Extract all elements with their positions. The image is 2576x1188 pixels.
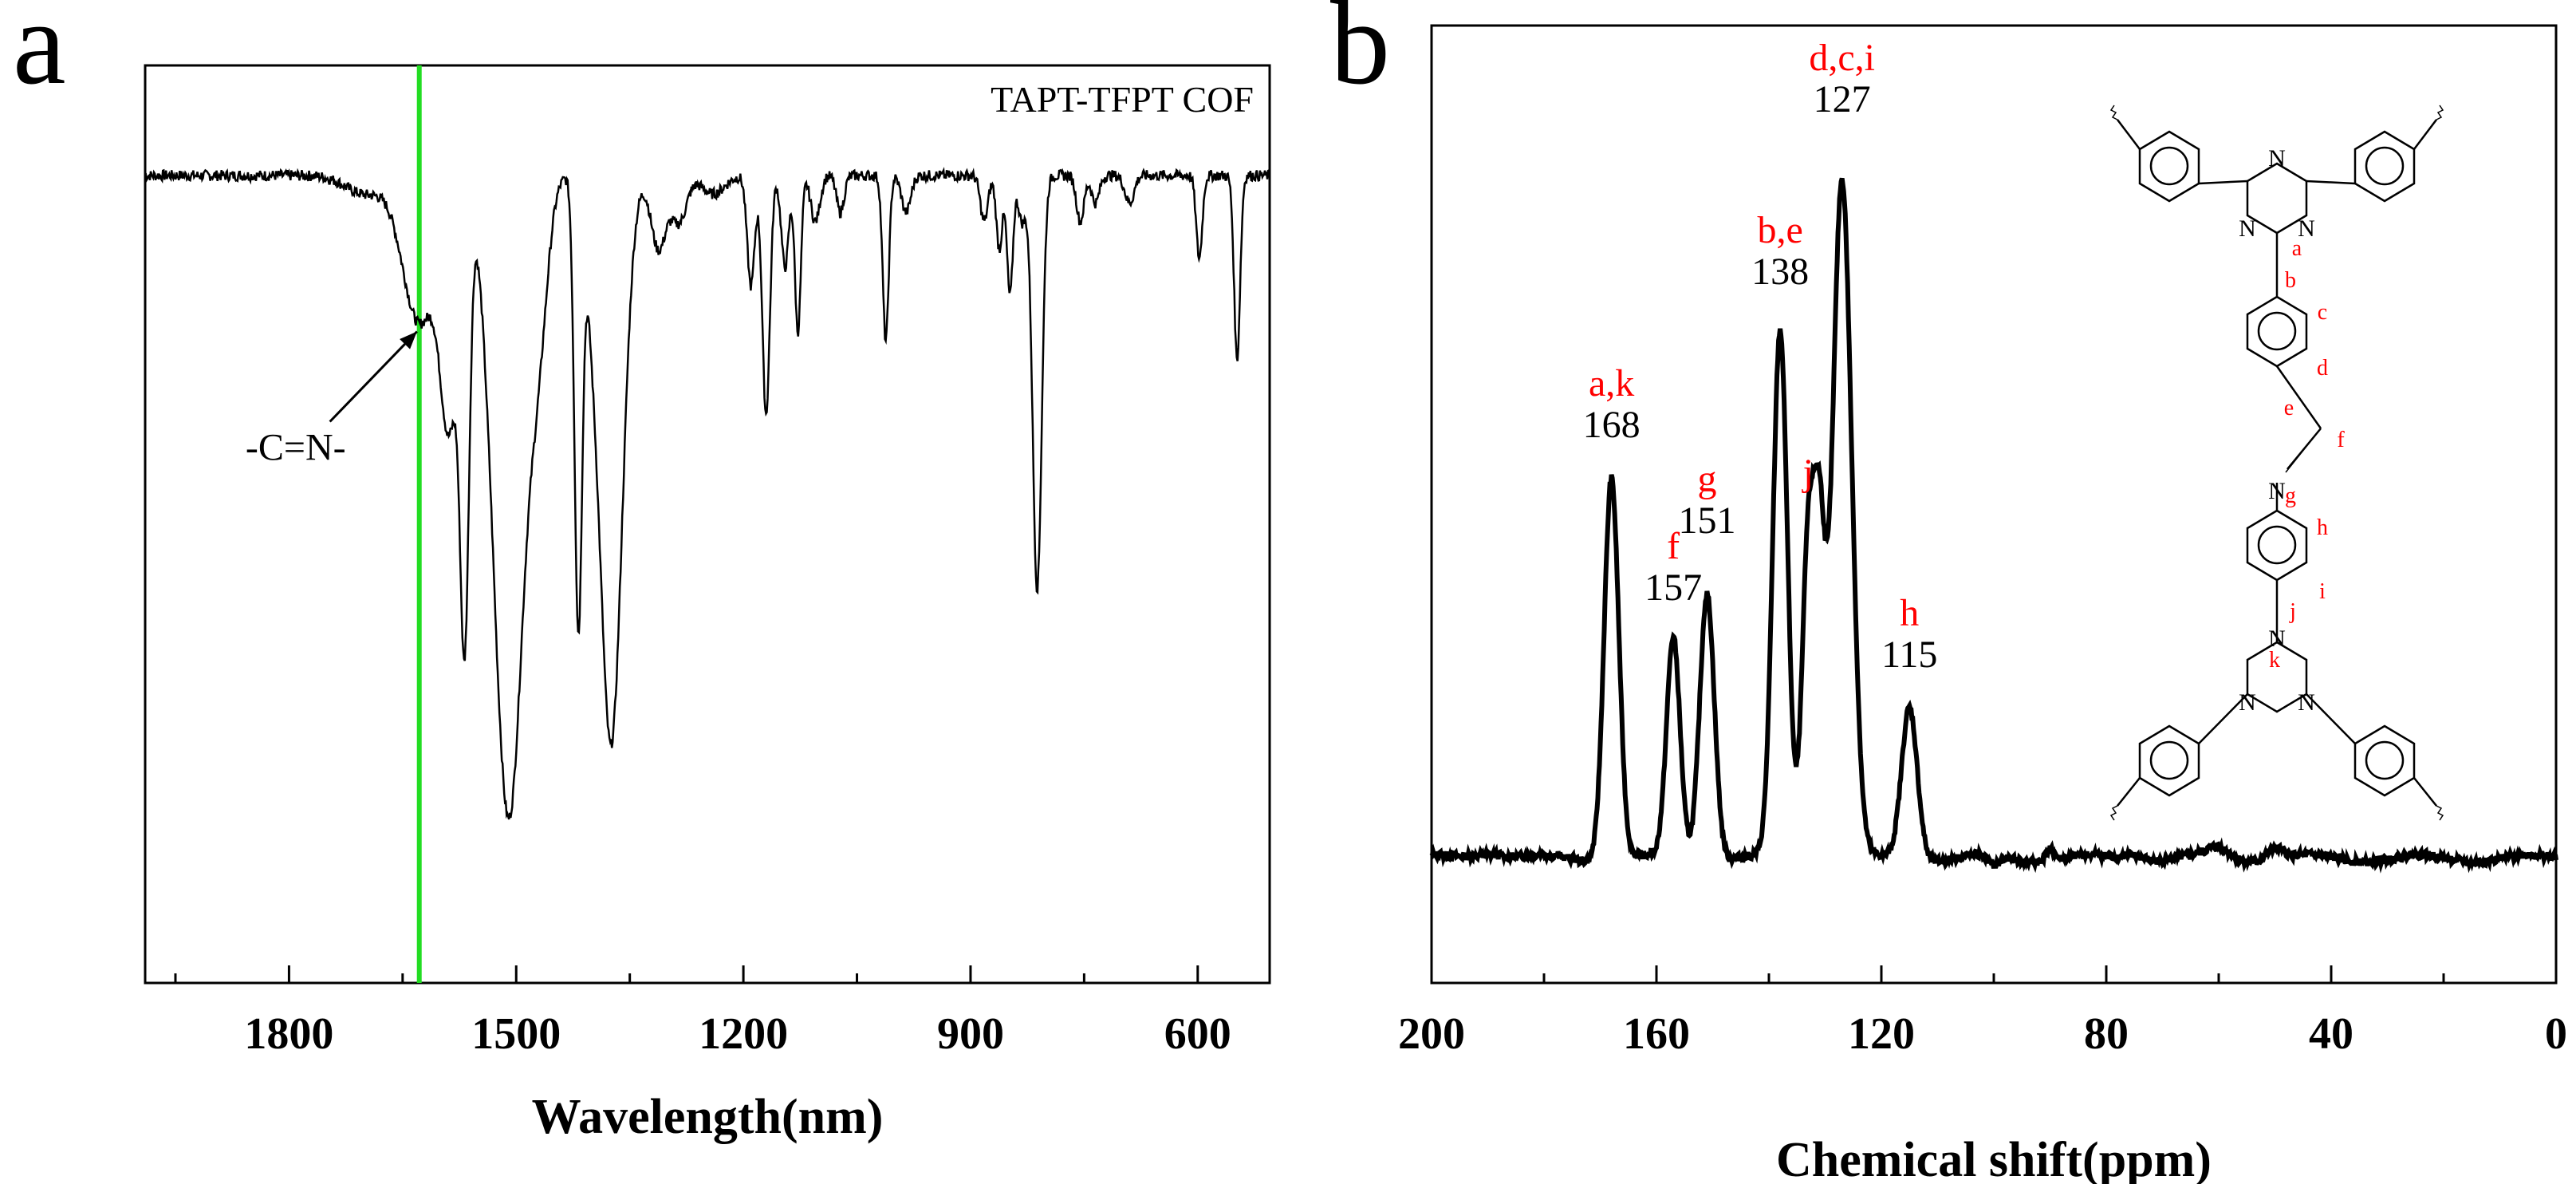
nitrogen-atom: N: [2239, 689, 2256, 716]
peak-value: 151: [1678, 499, 1735, 542]
panel-a-plot-frame: [144, 64, 1271, 985]
structure-atom-label: h: [2317, 515, 2328, 540]
peak-assignment: h: [1900, 592, 1919, 634]
structure-atom-label: k: [2269, 648, 2280, 673]
structure-atom-label: e: [2284, 396, 2294, 420]
peak-assignment: a,k: [1589, 362, 1634, 405]
x-tick-label: 160: [1623, 1009, 1690, 1059]
nitrogen-atom: N: [2298, 689, 2315, 716]
top-right-phenyl-ring: [2353, 130, 2416, 203]
bottom-left-phenyl-ring: [2138, 724, 2200, 797]
structure-atom-label: d: [2317, 356, 2328, 381]
panel-b-tick-labels: 200 160 120 80 40 0: [1398, 1009, 2567, 1059]
bottom-right-phenyl-ring: [2353, 724, 2416, 797]
nitrogen-atom: N: [2268, 145, 2286, 172]
x-tick-label: 120: [1848, 1009, 1915, 1059]
peak-value: 127: [1814, 78, 1871, 120]
x-tick-label: 80: [2084, 1009, 2129, 1059]
panel-b-nmr: b 200 160 120 80 40 0 a,k168f157g151b,e138jd,…: [1330, 0, 2567, 1187]
panel-b-letter: b: [1330, 0, 1390, 109]
top-left-phenyl-ring: [2138, 130, 2200, 203]
panel-b-x-axis-label: Chemical shift(ppm): [1776, 1133, 2212, 1184]
structure-atom-label: g: [2285, 483, 2296, 508]
structure-atom-label: c: [2318, 300, 2327, 325]
peak-assignment: j: [1802, 452, 1814, 494]
bottom-triazine-ring: [2246, 641, 2308, 713]
cof-repeat-structure: [2109, 105, 2444, 821]
panel-a-x-axis-label: Wavelength(nm): [532, 1090, 884, 1144]
panel-a-series-title: TAPT-TFPT COF: [991, 79, 1254, 120]
nitrogen-atom: N: [2298, 215, 2315, 242]
panel-a-ftir: a 1800 1500 1200 900 600 TAPT-TFPT COF -C=N-…: [13, 0, 1271, 1144]
x-tick-label: 1200: [699, 1009, 788, 1059]
panel-b-plot-frame: [1430, 24, 2558, 985]
structure-atom-label: j: [2289, 599, 2296, 624]
aldehyde-phenyl-ring: [2246, 295, 2308, 368]
panel-a-tick-labels: 1800 1500 1200 900 600: [244, 1009, 1231, 1059]
nitrogen-atom: N: [2239, 215, 2256, 242]
top-left-phenyl-aromatic: [2149, 146, 2189, 186]
amine-phenyl-ring: [2246, 509, 2308, 582]
x-tick-label: 1800: [244, 1009, 333, 1059]
peak-assignment: f: [1667, 525, 1680, 567]
imine-annotation-label: -C=N-: [246, 427, 346, 469]
x-tick-label: 1500: [471, 1009, 561, 1059]
x-tick-label: 900: [937, 1009, 1004, 1059]
nmr-spectrum-line: [1429, 177, 2558, 874]
peak-assignment: b,e: [1757, 209, 1802, 251]
x-tick-label: 200: [1398, 1009, 1465, 1059]
structure-atom-label: i: [2319, 579, 2326, 604]
structure-atom-label: f: [2337, 428, 2345, 452]
imine-annotation-arrowhead: [400, 331, 417, 349]
peak-assignment: g: [1697, 458, 1716, 500]
x-tick-label: 0: [2545, 1009, 2567, 1059]
panel-a-letter: a: [13, 0, 66, 109]
structure-atom-label: b: [2285, 268, 2296, 293]
peak-value: 138: [1751, 251, 1809, 293]
top-right-phenyl-aromatic: [2365, 146, 2405, 186]
x-tick-label: 600: [1164, 1009, 1231, 1059]
peak-value: 115: [1881, 633, 1937, 676]
ftir-spectrum-line: [144, 167, 1271, 820]
x-tick-label: 40: [2309, 1009, 2353, 1059]
panel-a-x-ticks: [174, 965, 1199, 983]
panel-b-x-ticks: [1430, 965, 2558, 983]
peak-value: 157: [1644, 566, 1702, 609]
peak-assignment: d,c,i: [1809, 37, 1875, 79]
peak-value: 168: [1583, 404, 1641, 446]
imine-annotation-arrow: [329, 330, 418, 423]
nitrogen-atom: N: [2268, 478, 2286, 504]
nitrogen-atom: N: [2268, 626, 2286, 652]
structure-atom-label: a: [2292, 236, 2302, 261]
